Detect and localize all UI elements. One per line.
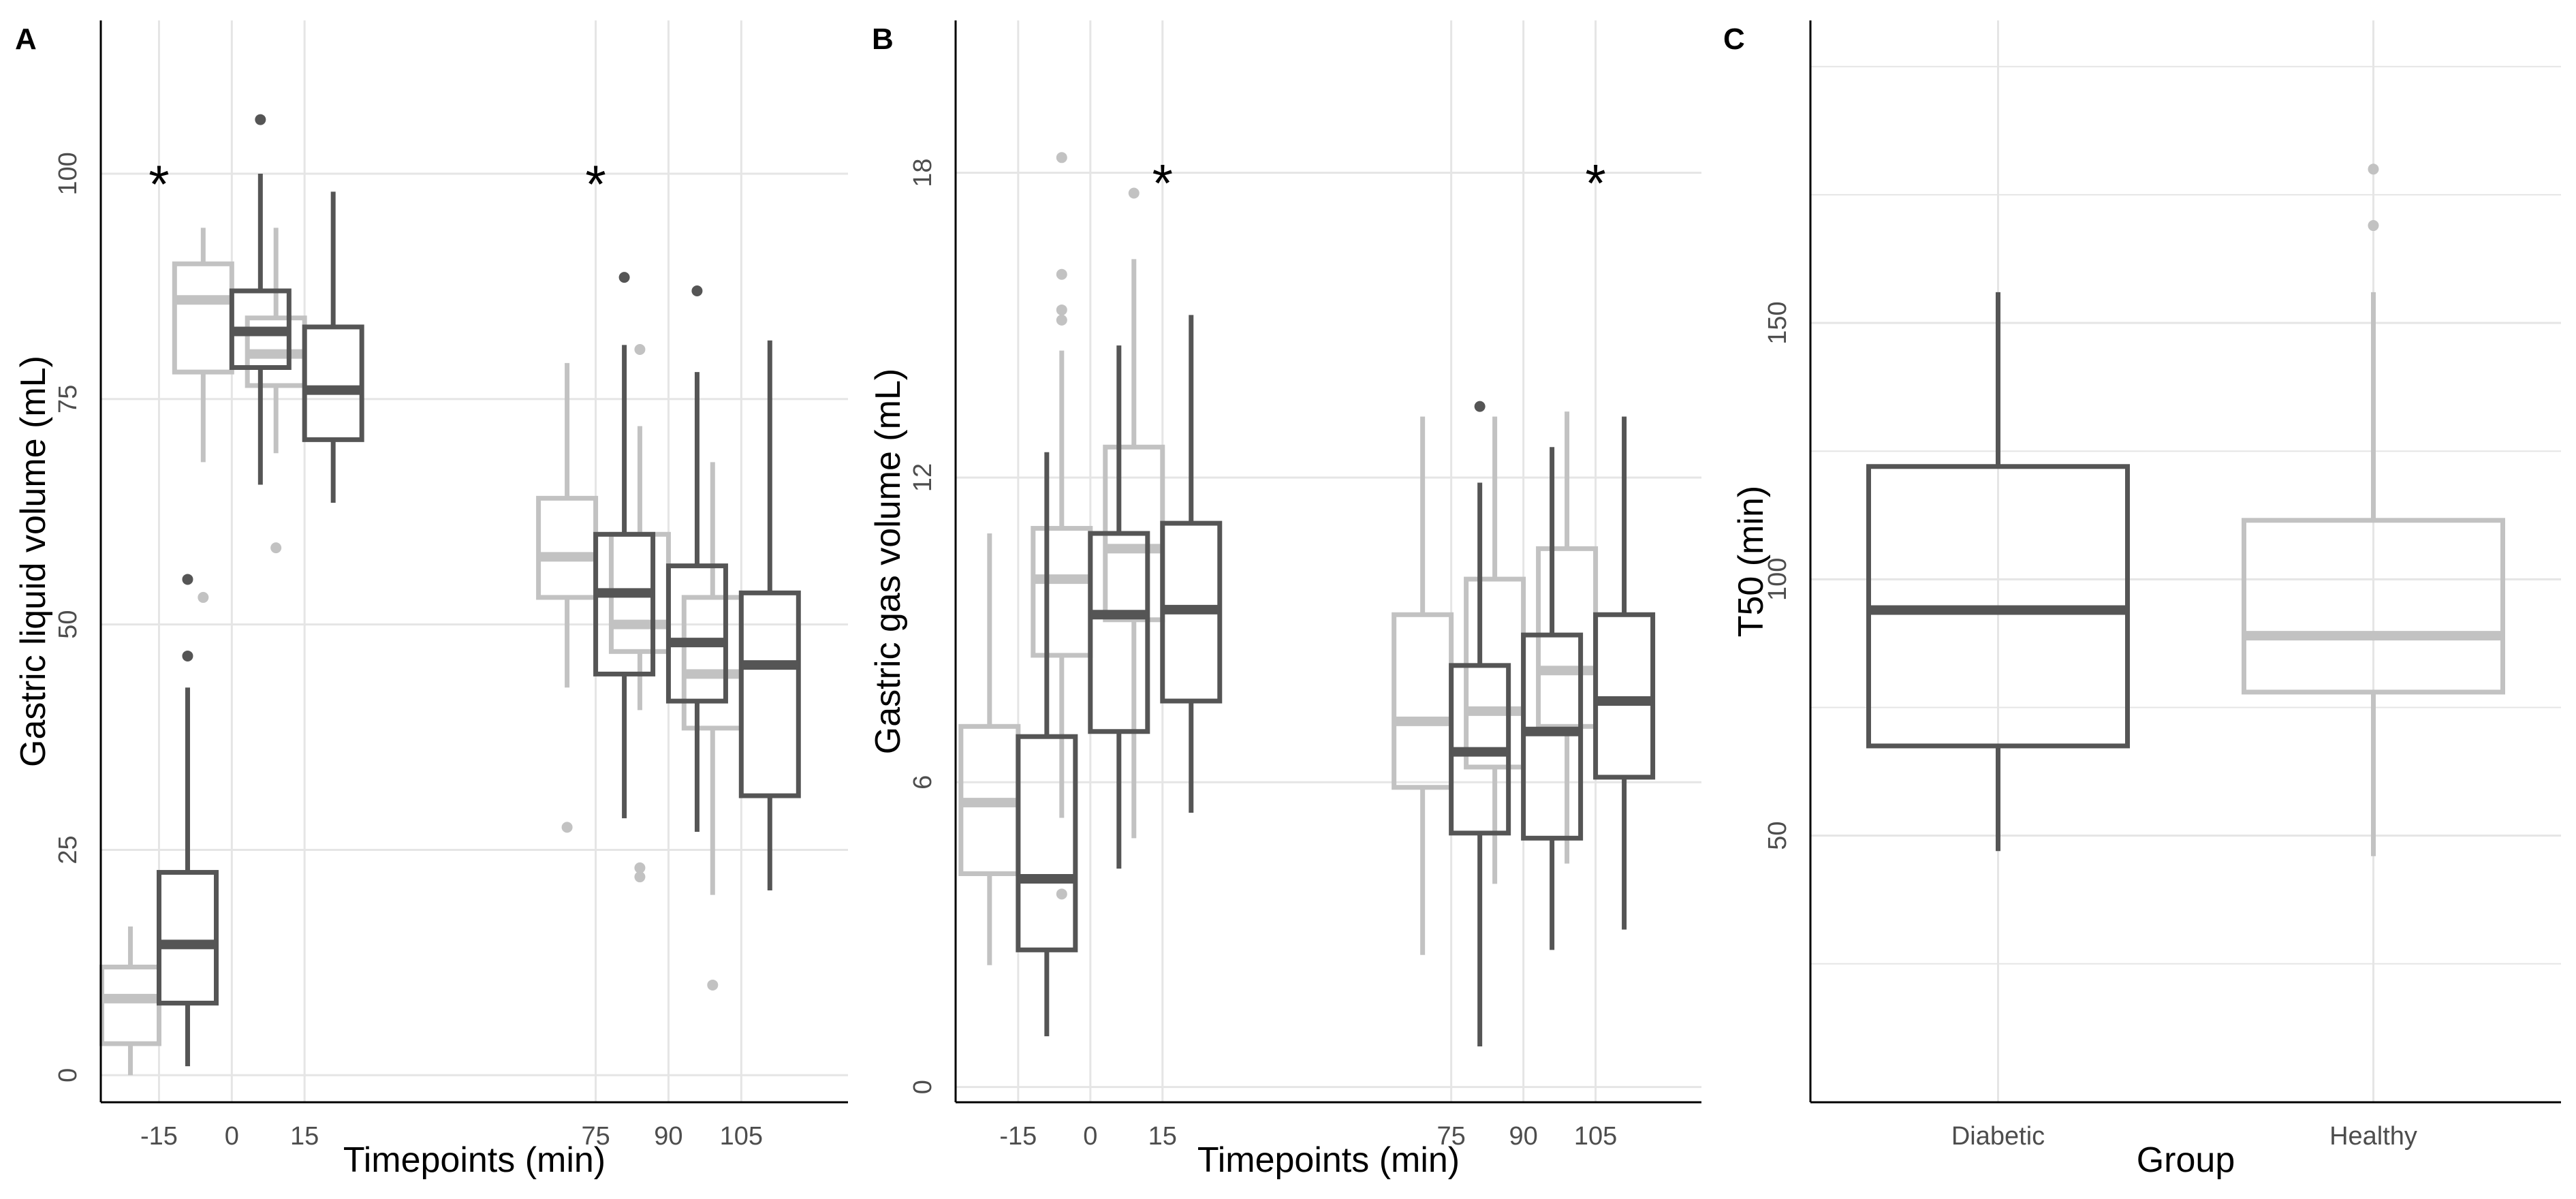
- panel-b-x-tick-label: 0: [1083, 1122, 1097, 1151]
- panel-a-y-tick-label: 0: [54, 1068, 82, 1083]
- panel-b-healthy-t0-outlier-0: [1056, 152, 1067, 164]
- panel-a-healthy-t90-outlier-0: [634, 344, 646, 356]
- panel-b-healthy-t75-box: [1392, 612, 1454, 790]
- panel-a-x-tick-label: -15: [140, 1122, 178, 1151]
- panel-b-y-tick-label: 12: [909, 463, 937, 492]
- panel-a-x-axis-title: Timepoints (min): [343, 1140, 606, 1180]
- panel-c-letter: C: [1723, 22, 1745, 56]
- panel-a-diabetic-t75-box: [593, 531, 656, 676]
- panel-b-diabetic-t75-outlier-0: [1474, 401, 1486, 412]
- panel-a-diabetic-t90-box: [665, 563, 728, 704]
- panel-b-x-axis-title: Timepoints (min): [1197, 1140, 1460, 1180]
- panel-c-y-axis-title: T50 (min): [1731, 486, 1771, 637]
- panel-a-healthy-t15-outlier-0: [270, 542, 282, 554]
- panel-b-x-tick-label: 105: [1574, 1122, 1617, 1151]
- panel-a-y-axis-title: Gastric liquid volume (mL): [14, 356, 53, 767]
- panel-a-healthy-t90-outlier-2: [634, 871, 646, 883]
- panel-c-box-healthy-outlier-1: [2368, 220, 2379, 232]
- panel-a-diabetic-t15-box: [302, 324, 364, 442]
- panel-a: 0 25 50 75 100: [54, 20, 848, 1104]
- panel-a-healthy-t90-outlier-1: [634, 862, 646, 873]
- panel-b-y-tick-label: 18: [909, 159, 937, 187]
- panel-c-x-tick-label: Diabetic: [1951, 1122, 2045, 1151]
- panel-a-x-tick-label: 0: [225, 1122, 239, 1151]
- panel-b-healthy-t105-box: [1536, 546, 1599, 729]
- panel-c-x-tick-label: Healthy: [2329, 1122, 2417, 1151]
- panel-b-healthy-t0-outlier-4: [1056, 888, 1067, 900]
- panel-a-diabetic-t-15-box: [156, 870, 219, 1006]
- panel-c-y-tick-label: 50: [1763, 822, 1792, 850]
- panel-a-diabetic-t75-outlier-0: [618, 272, 630, 283]
- panel-c-box-healthy-outlier-0: [2368, 164, 2379, 175]
- panel-a-healthy-t-15-box: [99, 965, 161, 1046]
- panel-a-healthy-t105-outlier-0: [707, 979, 719, 991]
- panel-b-x-tick-label: 75: [1437, 1122, 1466, 1151]
- panel-b-healthy-t90-box: [1464, 576, 1526, 770]
- panel-b-diabetic-t90-box: [1521, 632, 1584, 841]
- panel-b-healthy-t0-box: [1031, 526, 1093, 658]
- panel-c-y-tick-label: 150: [1763, 301, 1792, 344]
- panel-b-y-axis-title: Gastric gas volume (mL): [868, 369, 908, 754]
- panel-c-x-axis-title: Group: [2137, 1140, 2235, 1180]
- panel-b-healthy-t0-outlier-2: [1056, 304, 1067, 315]
- panel-b-healthy-t0-outlier-3: [1056, 314, 1067, 326]
- panel-a-x-tick-label: 15: [290, 1122, 319, 1151]
- panel-a-diabetic-t-15-outlier-0: [182, 574, 193, 585]
- panel-a-x-tick-label: 90: [654, 1122, 682, 1151]
- panel-a-y-tick-label: 100: [54, 152, 82, 195]
- panel-a-healthy-t75-outlier-0: [561, 822, 573, 833]
- panel-a-letter: A: [15, 22, 37, 56]
- panel-a-y-tick-label: 75: [54, 385, 82, 414]
- panel-b-x-tick-label: -15: [999, 1122, 1037, 1151]
- panel-a-diabetic-t-15-outlier-1: [182, 650, 193, 661]
- panel-a-x-tick-label: 105: [720, 1122, 763, 1151]
- panel-a-significance-star: *: [148, 154, 169, 214]
- panel-a-x-tick-label: 75: [581, 1122, 610, 1151]
- panel-b-x-tick-label: 90: [1509, 1122, 1537, 1151]
- panel-a-healthy-t0-outlier-0: [198, 591, 209, 603]
- panel-a-diabetic-t90-outlier-0: [691, 285, 703, 296]
- panel-a-healthy-t105-box: [681, 595, 744, 731]
- panel-b-diabetic-t-15-box: [1016, 734, 1078, 952]
- panel-a-diabetic-t0-outlier-0: [255, 114, 266, 125]
- panel-a-significance-star: *: [585, 154, 606, 214]
- panel-a-diabetic-t105-box: [738, 590, 801, 798]
- panel-b-letter: B: [872, 22, 894, 56]
- panel-a-y-tick-label: 25: [54, 835, 82, 864]
- panel-b-x-tick-label: 15: [1148, 1122, 1177, 1151]
- panel-c-box-healthy-box: [2242, 518, 2505, 695]
- panel-b: 0 6 12 18: [909, 20, 1701, 1104]
- panel-a-y-tick-label: 50: [54, 610, 82, 638]
- panel-a-healthy-t75-box: [536, 495, 599, 600]
- panel-b-diabetic-t105-box: [1593, 612, 1656, 780]
- panel-b-significance-star: *: [1152, 153, 1173, 213]
- panel-b-y-tick-label: 0: [909, 1080, 937, 1094]
- panel-b-healthy-t0-outlier-1: [1056, 268, 1067, 280]
- panel-b-healthy-t15-outlier-0: [1128, 187, 1140, 199]
- panel-b-y-tick-label: 6: [909, 775, 937, 790]
- panel-b-significance-star: *: [1585, 153, 1605, 213]
- panel-c: 50 100 150: [1763, 20, 2561, 1104]
- panel-c-y-tick-label: 100: [1763, 558, 1792, 601]
- panel-b-diabetic-t0-box: [1088, 531, 1150, 734]
- panel-a-healthy-t0-box: [172, 261, 234, 375]
